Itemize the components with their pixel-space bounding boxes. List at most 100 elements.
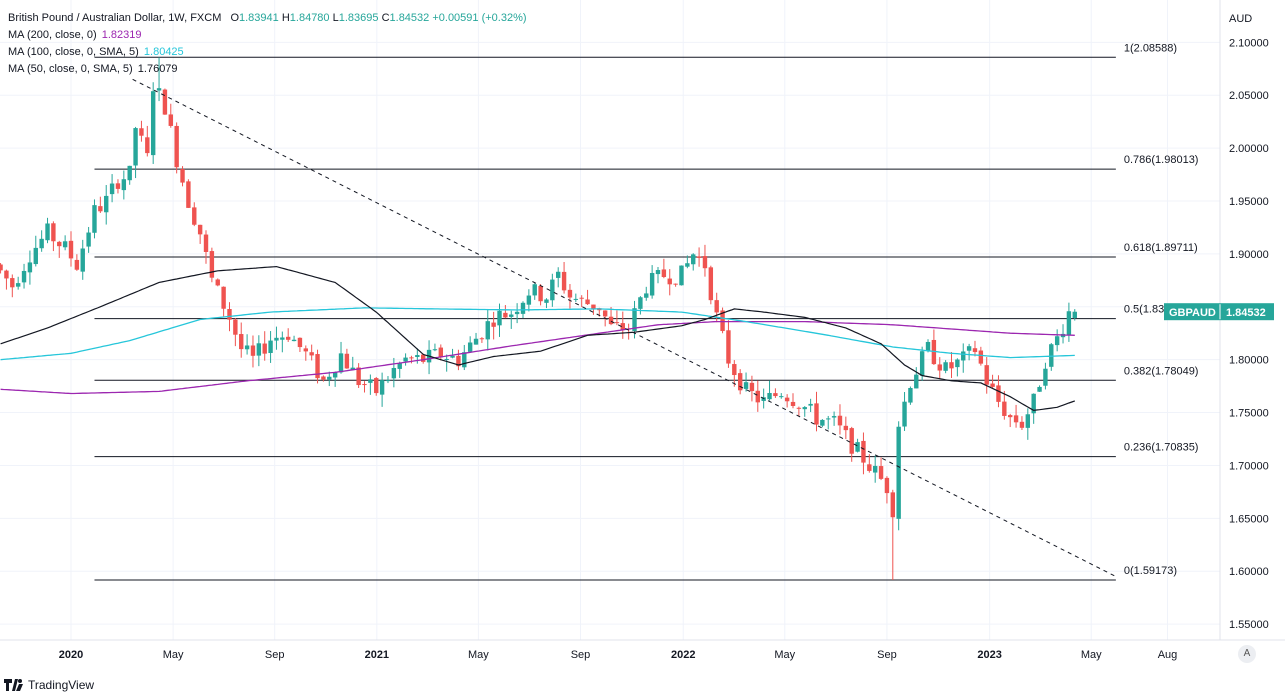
time-tick-label: Aug bbox=[1158, 649, 1178, 661]
badge-symbol: GBPAUD bbox=[1169, 307, 1216, 319]
candle-body bbox=[902, 401, 907, 427]
candle-body bbox=[315, 354, 320, 379]
candle-body bbox=[556, 271, 561, 278]
time-tick-label: May bbox=[1081, 649, 1102, 661]
candle bbox=[1072, 309, 1077, 321]
candle bbox=[368, 374, 373, 395]
candle bbox=[121, 170, 127, 200]
ma100-legend[interactable]: MA (100, close, 0, SMA, 5) 1.80425 bbox=[8, 45, 184, 59]
candle-body bbox=[62, 241, 68, 248]
candle-body bbox=[1072, 311, 1077, 318]
candle bbox=[250, 335, 256, 368]
candle bbox=[338, 341, 344, 374]
candle bbox=[379, 372, 385, 407]
candle-body bbox=[180, 169, 185, 183]
candle-body bbox=[937, 364, 942, 371]
candle-body bbox=[33, 247, 38, 265]
candle-body bbox=[51, 223, 56, 242]
candle bbox=[743, 372, 749, 392]
candle bbox=[209, 247, 215, 283]
candle-body bbox=[92, 205, 97, 233]
time-axis[interactable]: 2020 May Sep 2021 May Sep 2022 May Sep 2023 May Aug bbox=[59, 649, 1178, 661]
candle-body bbox=[808, 403, 813, 406]
candle bbox=[755, 380, 760, 412]
candle bbox=[667, 269, 672, 296]
candle bbox=[156, 57, 162, 102]
candle bbox=[849, 426, 854, 462]
candle bbox=[937, 357, 942, 379]
candle-body bbox=[779, 396, 784, 398]
candle-body bbox=[415, 355, 420, 358]
candle bbox=[820, 419, 825, 428]
candle bbox=[362, 381, 367, 393]
candle bbox=[303, 345, 308, 361]
candle-body bbox=[961, 351, 966, 361]
candle-body bbox=[244, 345, 250, 350]
candle-body bbox=[849, 428, 854, 454]
ma100-value: 1.80425 bbox=[143, 46, 184, 58]
candle-body bbox=[479, 338, 485, 340]
candle bbox=[878, 457, 884, 481]
candle-body bbox=[503, 312, 508, 318]
candle-body bbox=[409, 357, 414, 359]
time-tick-label: May bbox=[774, 649, 795, 661]
candle bbox=[644, 286, 649, 301]
candle-body bbox=[661, 269, 667, 278]
candle-body bbox=[673, 283, 678, 285]
candle bbox=[943, 360, 948, 374]
chart-grid bbox=[0, 0, 1220, 640]
candle-body bbox=[338, 353, 344, 373]
fibonacci-retracement[interactable]: 1(2.08588) 0.786(1.98013) 0.618(1.89711) 0.… bbox=[94, 42, 1198, 581]
ma200-legend[interactable]: MA (200, close, 0) 1.82319 bbox=[8, 28, 141, 42]
candle bbox=[720, 307, 725, 334]
candle-body bbox=[21, 270, 27, 283]
symbol-legend[interactable]: British Pound / Australian Dollar, 1W, F… bbox=[8, 11, 527, 25]
candle bbox=[567, 284, 573, 309]
candle bbox=[556, 267, 561, 288]
candle bbox=[614, 310, 620, 326]
time-tick-label: May bbox=[468, 649, 489, 661]
candle bbox=[397, 361, 402, 378]
candle bbox=[92, 199, 97, 239]
candle bbox=[315, 349, 320, 384]
candle bbox=[872, 455, 878, 483]
candle bbox=[1054, 329, 1060, 352]
candle-body bbox=[831, 416, 837, 418]
candle bbox=[21, 263, 27, 289]
auto-scale-button[interactable]: A bbox=[1238, 645, 1256, 663]
candle bbox=[162, 88, 168, 115]
candle-body bbox=[215, 279, 220, 286]
candle bbox=[150, 82, 156, 164]
candle-body bbox=[761, 397, 766, 401]
candle bbox=[685, 255, 690, 269]
candle bbox=[321, 375, 326, 382]
candle-body bbox=[139, 128, 144, 136]
candle-body bbox=[186, 181, 191, 208]
candle-body bbox=[867, 464, 872, 471]
candle-body bbox=[350, 367, 355, 371]
ma50-legend[interactable]: MA (50, close, 0, SMA, 5) 1.76079 bbox=[8, 62, 178, 76]
candle bbox=[385, 376, 391, 384]
candle-body bbox=[544, 299, 549, 303]
candle bbox=[1025, 408, 1031, 440]
candle bbox=[409, 355, 414, 364]
candle-body bbox=[696, 256, 702, 258]
candle-body bbox=[649, 272, 655, 296]
candle bbox=[456, 349, 461, 371]
candle bbox=[966, 343, 972, 361]
candle-body bbox=[685, 263, 690, 267]
candle-body bbox=[80, 248, 85, 272]
candle bbox=[696, 247, 702, 267]
candle-body bbox=[197, 224, 203, 235]
price-tick-label: 2.05000 bbox=[1229, 90, 1269, 102]
candle-body bbox=[784, 397, 790, 402]
candle bbox=[86, 226, 91, 253]
price-axis[interactable]: 2.100002.050002.000001.950001.900001.850… bbox=[1229, 37, 1269, 631]
candle bbox=[285, 328, 291, 342]
candle-body bbox=[45, 223, 50, 241]
candle bbox=[356, 363, 361, 388]
tradingview-logo[interactable]: TradingView bbox=[4, 678, 94, 692]
candle bbox=[485, 308, 490, 351]
candle bbox=[984, 357, 989, 394]
